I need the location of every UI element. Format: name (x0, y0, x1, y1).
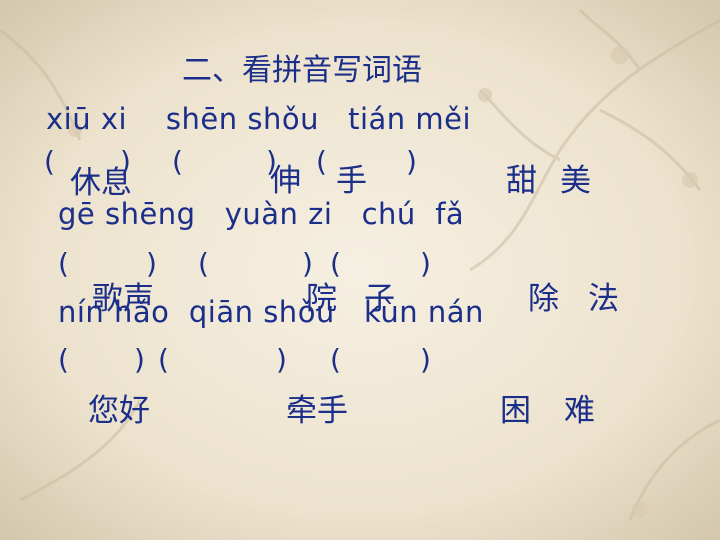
answer-chu: 除 (528, 281, 559, 317)
paren-close: ) (276, 343, 287, 376)
paren-close: ) (120, 145, 131, 178)
pinyin-line-3: nín hǎo qiān shǒu kùn nán (58, 295, 484, 329)
paren-open: ( (316, 145, 327, 178)
paren-open: ( (172, 145, 183, 178)
page-title: 二、看拼音写词语 (182, 53, 422, 88)
pinyin-line-1: xiū xi shēn shǒu tián měi (46, 102, 472, 136)
answer-nan: 难 (564, 393, 595, 429)
paren-open: ( (330, 247, 341, 280)
paren-close: ) (420, 343, 431, 376)
answer-zi: 子 (364, 281, 395, 317)
answer-xiuxi: 休息 (70, 165, 132, 201)
answer-kun: 困 (500, 393, 531, 429)
paren-close: ) (406, 145, 417, 178)
plum-blossoms (68, 46, 698, 518)
answer-yuan: 院 (306, 281, 337, 317)
answer-fa: 法 (588, 281, 619, 317)
answer-ninhao: 您好 (88, 393, 150, 429)
paren-close: ) (134, 343, 145, 376)
paren-close: ) (146, 247, 157, 280)
answer-shen: 伸 (270, 163, 301, 199)
answer-shou: 手 (336, 163, 367, 199)
answer-qianshou: 牵手 (286, 393, 348, 429)
paren-close: ) (302, 247, 313, 280)
answer-mei: 美 (560, 163, 591, 199)
paren-open: ( (44, 145, 55, 178)
paren-close: ) (266, 145, 277, 178)
paren-open: ( (58, 343, 69, 376)
paren-open: ( (58, 247, 69, 280)
paren-open: ( (330, 343, 341, 376)
paren-close: ) (420, 247, 431, 280)
pinyin-line-2: gē shēng yuàn zi chú fǎ (58, 197, 465, 231)
answer-tian: 甜 (506, 163, 537, 199)
paren-open: ( (158, 343, 169, 376)
answer-gesheng: 歌声 (92, 281, 154, 317)
paren-open: ( (198, 247, 209, 280)
